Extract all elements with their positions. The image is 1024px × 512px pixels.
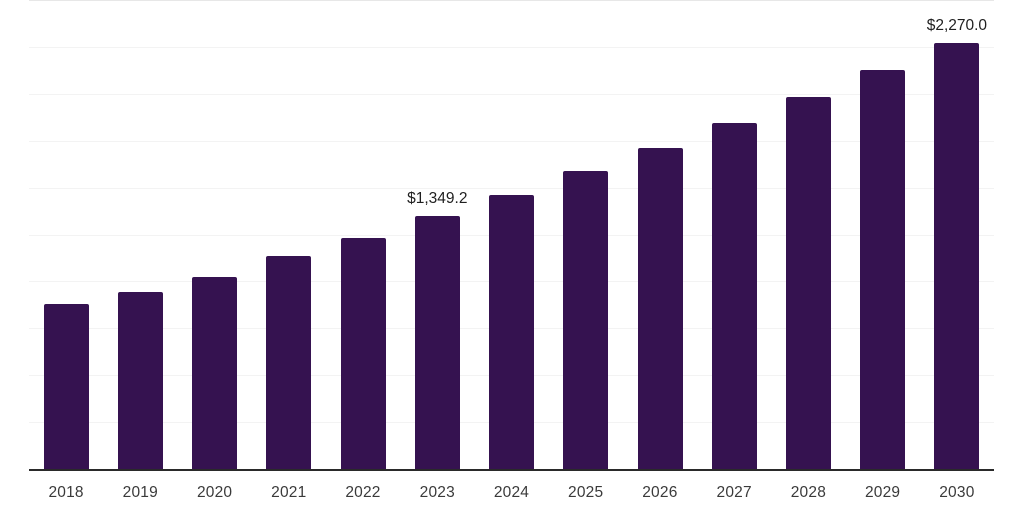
x-tick-2021: 2021 <box>271 484 307 501</box>
gridline-2500 <box>29 0 994 1</box>
bar-2030 <box>934 43 980 470</box>
x-tick-2029: 2029 <box>864 484 901 501</box>
bar-2018 <box>43 304 89 470</box>
gridline-1750 <box>29 140 994 142</box>
x-tick-2018: 2018 <box>48 484 84 501</box>
bar-2026 <box>637 148 683 470</box>
bar-2025 <box>563 171 609 470</box>
x-tick-2022: 2022 <box>345 484 381 501</box>
gridline-2250 <box>29 46 994 48</box>
bar-2021 <box>266 255 312 470</box>
bar-2029 <box>860 70 906 470</box>
data-label-2023: $1,349.2 <box>407 189 468 207</box>
bar-2023 <box>414 215 460 470</box>
data-label-2030: $2,270.0 <box>926 17 988 35</box>
x-tick-2026: 2026 <box>642 484 678 501</box>
x-tick-2020: 2020 <box>196 484 233 501</box>
x-tick-2027: 2027 <box>716 484 752 501</box>
bar-2020 <box>192 277 238 470</box>
bar-2024 <box>489 194 534 470</box>
x-tick-2023: 2023 <box>419 484 455 501</box>
bar-2022 <box>340 237 386 470</box>
x-axis-line <box>29 469 994 471</box>
bar-2027 <box>711 123 757 470</box>
gridline-1500 <box>29 187 994 189</box>
x-tick-2025: 2025 <box>568 484 604 501</box>
x-tick-2024: 2024 <box>493 484 530 501</box>
x-tick-2030: 2030 <box>939 484 975 501</box>
x-tick-2028: 2028 <box>790 484 827 501</box>
bar-2028 <box>785 96 831 470</box>
bar-2019 <box>117 292 163 470</box>
gridline-2000 <box>29 93 994 95</box>
x-tick-2019: 2019 <box>122 484 158 501</box>
